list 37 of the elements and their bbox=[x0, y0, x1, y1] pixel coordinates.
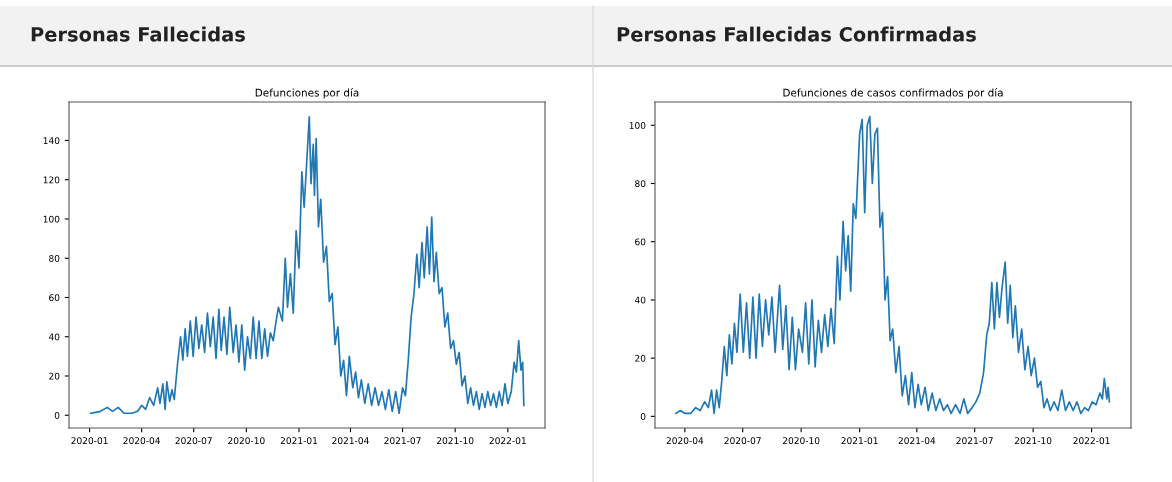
x-tick-label: 2021-10 bbox=[1014, 437, 1052, 445]
line-series bbox=[89, 116, 525, 415]
x-tick-label: 2021-01 bbox=[841, 437, 878, 445]
y-tick-label: 40 bbox=[48, 333, 60, 341]
y-tick-label: 0 bbox=[640, 413, 646, 420]
y-tick-label: 120 bbox=[43, 176, 60, 184]
x-tick-label: 2021-01 bbox=[280, 437, 318, 445]
y-tick-label: 60 bbox=[635, 238, 646, 246]
x-tick-label: 2021-07 bbox=[384, 437, 421, 445]
x-tick-label: 2020-07 bbox=[175, 437, 212, 445]
x-tick-label: 2021-04 bbox=[898, 437, 936, 445]
y-tick-label: 0 bbox=[54, 411, 60, 419]
y-tick-label: 100 bbox=[629, 122, 646, 129]
x-tick-label: 2020-10 bbox=[228, 437, 265, 445]
x-tick-label: 2022-01 bbox=[489, 437, 526, 445]
line-series bbox=[675, 115, 1111, 415]
x-tick-label: 2020-04 bbox=[123, 437, 161, 445]
x-tick-label: 2022-01 bbox=[1073, 437, 1110, 445]
y-tick-label: 20 bbox=[49, 372, 60, 380]
x-tick-label: 2021-04 bbox=[332, 437, 369, 445]
y-tick-label: 20 bbox=[635, 354, 646, 362]
x-tick-label: 2020-01 bbox=[71, 437, 108, 445]
chart-title: Personas Fallecidas bbox=[31, 26, 245, 42]
chart-subtitle: Defunciones por día bbox=[255, 88, 359, 99]
y-tick-label: 140 bbox=[43, 137, 60, 145]
x-tick-label: 2020-10 bbox=[782, 437, 820, 445]
y-tick-label: 100 bbox=[43, 215, 60, 223]
chart-title: Personas Fallecidas Confirmadas bbox=[617, 26, 976, 42]
y-tick-label: 80 bbox=[49, 254, 60, 262]
y-tick-label: 60 bbox=[49, 294, 60, 302]
x-tick-label: 2020-07 bbox=[724, 437, 761, 445]
y-tick-label: 40 bbox=[634, 296, 646, 304]
chart-subtitle: Defunciones de casos confirmados por día bbox=[783, 88, 1003, 99]
x-tick-label: 2021-10 bbox=[436, 437, 474, 445]
x-tick-label: 2021-07 bbox=[956, 437, 993, 445]
y-tick-label: 80 bbox=[635, 180, 646, 188]
x-tick-label: 2020-04 bbox=[666, 437, 704, 445]
